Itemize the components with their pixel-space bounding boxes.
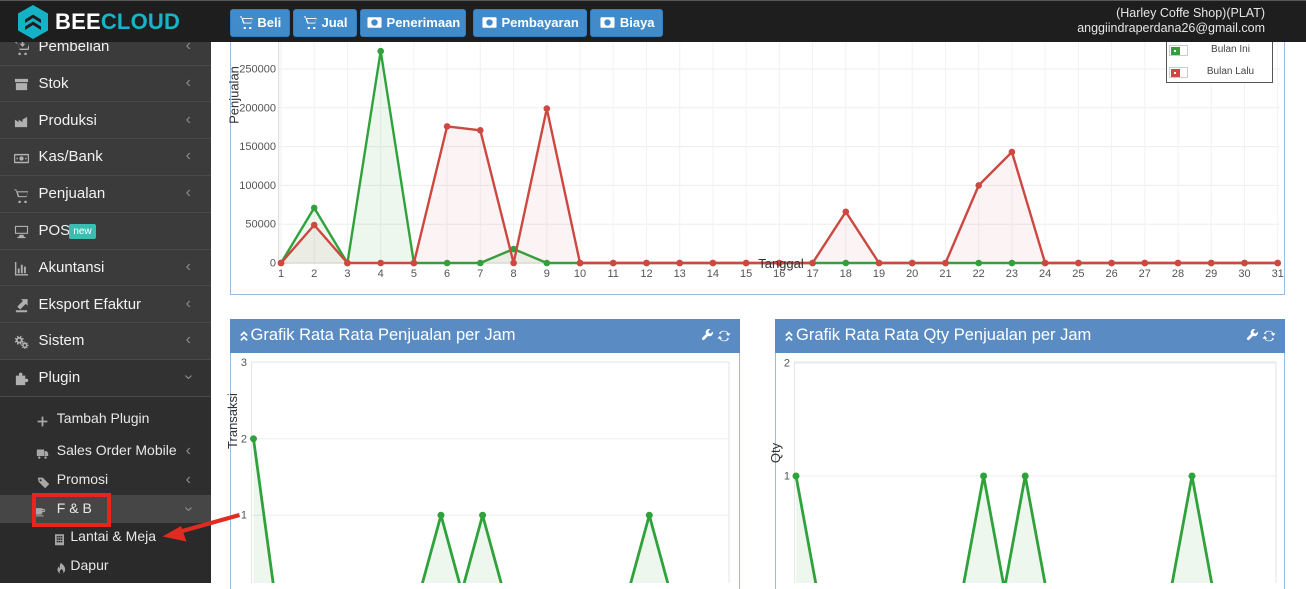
svg-text:2: 2 [784, 358, 790, 370]
svg-text:24: 24 [1039, 268, 1051, 280]
svg-text:28: 28 [1172, 268, 1184, 280]
svg-text:Penjualan: Penjualan [227, 66, 242, 124]
svg-text:Qty: Qty [768, 442, 783, 463]
svg-text:17: 17 [806, 268, 818, 280]
svg-text:250000: 250000 [239, 64, 276, 76]
svg-text:10: 10 [574, 268, 586, 280]
svg-text:21: 21 [939, 268, 951, 280]
svg-text:27: 27 [1139, 268, 1151, 280]
svg-text:26: 26 [1105, 268, 1117, 280]
svg-text:200000: 200000 [239, 102, 276, 114]
svg-text:1: 1 [241, 510, 247, 522]
svg-text:25: 25 [1072, 268, 1084, 280]
svg-text:12: 12 [640, 268, 652, 280]
svg-text:3: 3 [344, 268, 350, 280]
svg-text:7: 7 [477, 268, 483, 280]
svg-text:19: 19 [873, 268, 885, 280]
svg-text:6: 6 [444, 268, 450, 280]
svg-text:50000: 50000 [245, 219, 276, 231]
svg-text:Tanggal: Tanggal [758, 256, 804, 271]
svg-text:100000: 100000 [239, 180, 276, 192]
svg-text:31: 31 [1272, 268, 1284, 280]
svg-text:11: 11 [607, 268, 618, 280]
svg-text:3: 3 [241, 357, 247, 369]
svg-text:16: 16 [773, 268, 785, 280]
svg-text:23: 23 [1006, 268, 1018, 280]
svg-text:14: 14 [707, 268, 719, 280]
svg-text:4: 4 [378, 268, 384, 280]
svg-text:20: 20 [906, 268, 918, 280]
svg-text:29: 29 [1205, 268, 1217, 280]
svg-text:Transaksi: Transaksi [225, 393, 240, 449]
svg-text:22: 22 [973, 268, 985, 280]
svg-text:13: 13 [674, 268, 686, 280]
svg-text:2: 2 [241, 433, 247, 445]
svg-text:8: 8 [511, 268, 517, 280]
svg-text:18: 18 [840, 268, 852, 280]
svg-text:9: 9 [544, 268, 550, 280]
svg-text:1: 1 [784, 471, 790, 483]
svg-text:2: 2 [311, 268, 317, 280]
svg-text:30: 30 [1238, 268, 1250, 280]
svg-text:1: 1 [278, 268, 284, 280]
svg-text:150000: 150000 [239, 141, 276, 153]
svg-text:0: 0 [270, 258, 276, 270]
svg-text:5: 5 [411, 268, 417, 280]
svg-text:15: 15 [740, 268, 752, 280]
